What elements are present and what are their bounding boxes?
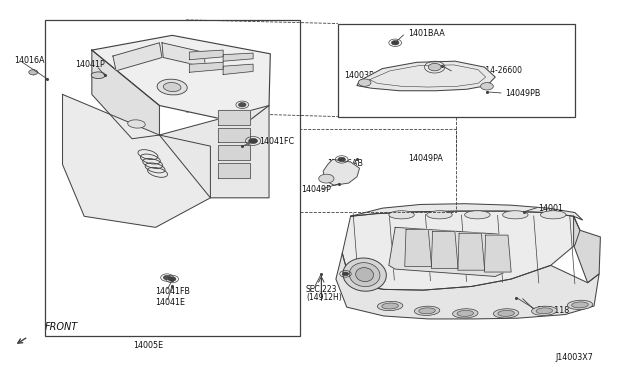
Polygon shape xyxy=(63,94,211,227)
Circle shape xyxy=(358,79,371,86)
Polygon shape xyxy=(336,253,599,319)
Text: 1401BAA: 1401BAA xyxy=(408,29,445,38)
Ellipse shape xyxy=(572,302,588,308)
Ellipse shape xyxy=(127,120,145,128)
Ellipse shape xyxy=(536,308,552,314)
Ellipse shape xyxy=(157,79,188,95)
Polygon shape xyxy=(389,227,504,276)
Ellipse shape xyxy=(567,300,593,310)
Text: SEC.118: SEC.118 xyxy=(537,306,570,315)
Text: 14041FC: 14041FC xyxy=(259,137,294,146)
Polygon shape xyxy=(323,160,360,185)
Polygon shape xyxy=(189,50,223,60)
Text: FRONT: FRONT xyxy=(45,322,78,332)
Ellipse shape xyxy=(452,309,478,318)
Text: N06314-26600: N06314-26600 xyxy=(465,66,522,75)
Polygon shape xyxy=(218,163,250,178)
Text: 14016A: 14016A xyxy=(14,56,45,65)
Polygon shape xyxy=(92,50,159,139)
Polygon shape xyxy=(162,43,205,67)
Ellipse shape xyxy=(465,211,490,219)
Polygon shape xyxy=(404,230,431,266)
Ellipse shape xyxy=(502,211,528,219)
Text: 14016AB: 14016AB xyxy=(328,159,364,169)
Polygon shape xyxy=(351,204,582,220)
Polygon shape xyxy=(113,43,162,71)
Polygon shape xyxy=(218,128,250,142)
Ellipse shape xyxy=(532,306,557,315)
Text: 14041E: 14041E xyxy=(156,298,186,307)
Ellipse shape xyxy=(493,309,519,318)
Polygon shape xyxy=(159,106,269,198)
Circle shape xyxy=(342,272,349,276)
Polygon shape xyxy=(484,235,511,272)
Polygon shape xyxy=(92,35,270,124)
Text: 14041P: 14041P xyxy=(75,60,104,69)
Text: 14049P: 14049P xyxy=(301,185,331,194)
Circle shape xyxy=(163,275,171,280)
Text: 14041FB: 14041FB xyxy=(156,287,191,296)
Circle shape xyxy=(481,83,493,90)
Ellipse shape xyxy=(378,301,403,311)
Polygon shape xyxy=(218,110,250,125)
Bar xyxy=(45,20,300,336)
Text: 14001: 14001 xyxy=(538,204,563,214)
Polygon shape xyxy=(357,61,495,91)
Polygon shape xyxy=(573,216,600,283)
Ellipse shape xyxy=(498,310,515,316)
Ellipse shape xyxy=(457,310,474,316)
Ellipse shape xyxy=(163,83,181,92)
Text: (14912H): (14912H) xyxy=(306,293,342,302)
Circle shape xyxy=(29,70,38,75)
Ellipse shape xyxy=(414,306,440,315)
Ellipse shape xyxy=(540,211,566,219)
Polygon shape xyxy=(223,64,253,74)
Circle shape xyxy=(239,103,246,107)
Bar xyxy=(338,23,575,116)
Text: 14049PB: 14049PB xyxy=(505,89,540,98)
Circle shape xyxy=(392,41,399,45)
Ellipse shape xyxy=(389,211,414,219)
Ellipse shape xyxy=(356,267,374,282)
Ellipse shape xyxy=(349,263,380,286)
Text: (2): (2) xyxy=(465,76,476,85)
Text: SEC.223: SEC.223 xyxy=(306,285,337,294)
Text: J14003X7: J14003X7 xyxy=(556,353,594,362)
Circle shape xyxy=(168,277,176,281)
Text: 14003R: 14003R xyxy=(344,71,374,80)
Text: 14005E: 14005E xyxy=(133,341,163,350)
Polygon shape xyxy=(458,233,484,270)
Ellipse shape xyxy=(343,258,387,291)
Ellipse shape xyxy=(92,72,105,78)
Ellipse shape xyxy=(419,308,435,314)
Circle shape xyxy=(319,174,334,183)
Circle shape xyxy=(428,63,441,71)
Ellipse shape xyxy=(382,303,398,309)
Circle shape xyxy=(248,138,257,144)
Polygon shape xyxy=(189,62,223,72)
Ellipse shape xyxy=(427,211,452,219)
Polygon shape xyxy=(431,231,458,268)
Polygon shape xyxy=(342,211,580,290)
Polygon shape xyxy=(223,53,253,61)
Polygon shape xyxy=(218,145,250,160)
Circle shape xyxy=(338,157,346,161)
Text: 14049PA: 14049PA xyxy=(408,154,443,163)
